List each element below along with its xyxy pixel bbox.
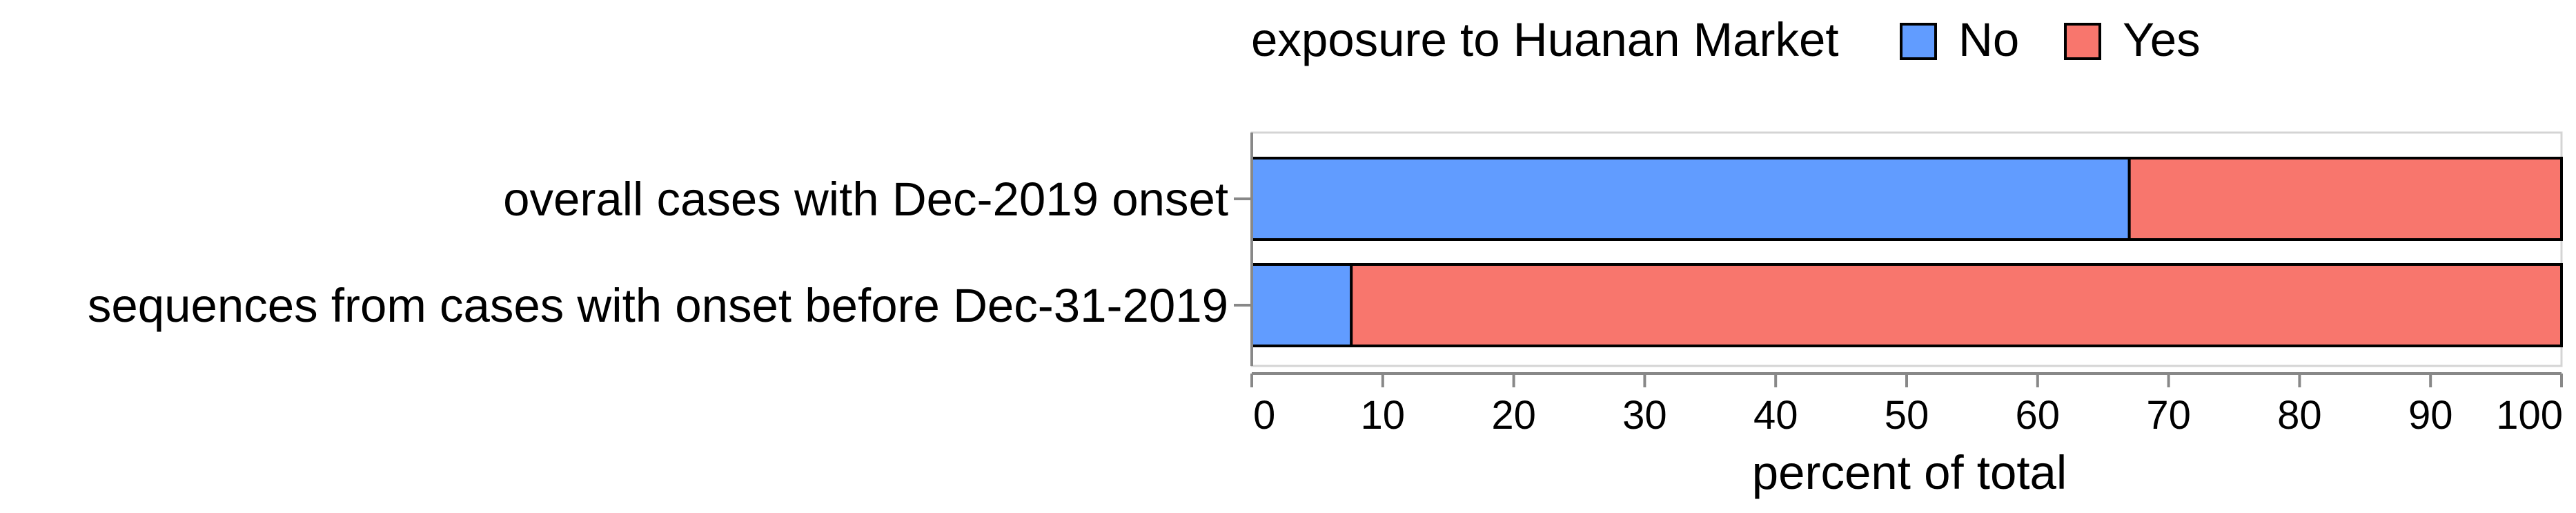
- x-axis: 0 10 20 30 40 50 60 70 80 90 100: [1250, 372, 2563, 438]
- x-tick-label: 90: [2408, 393, 2453, 438]
- legend: exposure to Huanan Market No Yes: [1251, 13, 2201, 66]
- legend-label-no: No: [1958, 13, 2019, 66]
- bars-group: [1250, 157, 2563, 347]
- x-tick-label: 0: [1253, 393, 1275, 438]
- legend-label-yes: Yes: [2123, 13, 2201, 66]
- bar-no-1: [1250, 157, 2131, 241]
- bar-no-2: [1250, 263, 1353, 347]
- x-tick-label: 20: [1491, 393, 1536, 438]
- legend-title: exposure to Huanan Market: [1251, 13, 1838, 66]
- legend-item-no: No: [1900, 13, 2019, 66]
- legend-swatch-yes: [2064, 23, 2101, 60]
- x-tick-label: 60: [2016, 393, 2061, 438]
- bar-yes-2: [1350, 263, 2563, 347]
- x-tick-label: 10: [1361, 393, 1406, 438]
- x-axis-title: percent of total: [1752, 446, 2067, 499]
- x-tick-label: 50: [1885, 393, 1929, 438]
- x-tick-label: 100: [2496, 393, 2563, 438]
- y-tick-label: overall cases with Dec-2019 onset: [503, 173, 1228, 226]
- x-tick-label: 30: [1622, 393, 1667, 438]
- legend-swatch-no: [1900, 23, 1937, 60]
- y-axis: overall cases with Dec-2019 onset sequenc…: [88, 133, 1253, 366]
- y-tick-label: sequences from cases with onset before D…: [88, 279, 1228, 332]
- x-tick-label: 80: [2277, 393, 2322, 438]
- bar-yes-1: [2127, 157, 2563, 241]
- x-tick-label: 40: [1753, 393, 1798, 438]
- legend-item-yes: Yes: [2064, 13, 2201, 66]
- x-tick-label: 70: [2146, 393, 2191, 438]
